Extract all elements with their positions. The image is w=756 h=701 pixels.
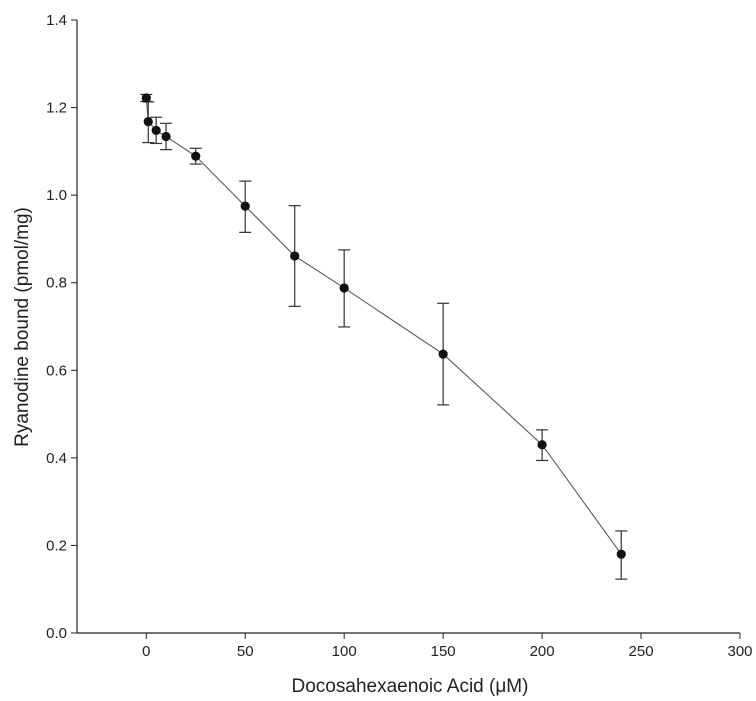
data-point — [240, 201, 250, 211]
y-tick-label: 0.2 — [46, 537, 67, 554]
series-layer — [140, 93, 628, 580]
data-point — [161, 131, 171, 142]
x-axis-title: Docosahexaenoic Acid (μM) — [292, 676, 529, 697]
data-point — [438, 349, 448, 359]
data-point — [141, 93, 151, 103]
y-tick-label: 1.0 — [46, 187, 67, 204]
x-tick-label: 150 — [431, 643, 456, 660]
series-line — [145, 97, 622, 555]
x-tick-label: 200 — [530, 643, 555, 660]
data-point — [616, 549, 626, 559]
x-tick-label: 250 — [629, 643, 654, 660]
data-point — [191, 151, 201, 161]
data-point — [151, 125, 161, 135]
y-tick-label: 1.2 — [46, 100, 67, 117]
y-axis-title: Ryanodine bound (pmol/mg) — [12, 207, 33, 447]
data-point — [339, 283, 349, 293]
axes: 0 50 100 150 200 250 300 0.0 0.2 0.4 0.6 0.8 1.0 1.2 1… — [46, 12, 752, 660]
data-point — [143, 116, 153, 127]
y-tick-label: 0.6 — [46, 362, 67, 379]
y-tick-label: 0.8 — [46, 275, 67, 292]
y-tick-label: 0.4 — [46, 450, 67, 467]
data-point — [290, 251, 300, 261]
x-tick-label: 100 — [332, 643, 357, 660]
x-tick-label: 300 — [727, 643, 752, 660]
data-point — [537, 440, 547, 450]
y-tick-label: 1.4 — [46, 12, 67, 29]
x-tick-label: 0 — [142, 643, 150, 660]
y-tick-label: 0.0 — [46, 625, 67, 642]
x-tick-label: 50 — [237, 643, 254, 660]
